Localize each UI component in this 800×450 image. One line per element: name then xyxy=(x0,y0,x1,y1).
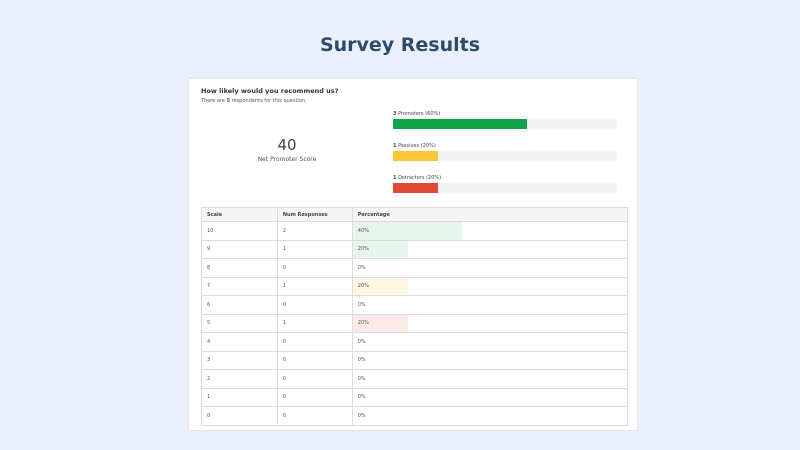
percentage-value: 0% xyxy=(357,301,366,308)
table-row: 2 0 0% xyxy=(201,369,629,389)
table-row: 8 0 0% xyxy=(201,258,629,278)
category-label: 3 Promoters (60%) xyxy=(393,111,617,119)
respondents-suffix: respondents for this question. xyxy=(230,98,307,104)
respondents-count: 5 xyxy=(226,98,231,104)
table-row: 10 2 40% xyxy=(201,221,629,241)
percentage-cell: 0% xyxy=(351,295,629,315)
category-count: 3 xyxy=(393,111,397,117)
results-card: How likely would you recommend us? There… xyxy=(188,78,638,431)
responses-cell: 0 xyxy=(276,387,353,407)
percentage-bar xyxy=(352,240,408,258)
percentage-value: 0% xyxy=(357,412,366,419)
scale-cell: 1 xyxy=(201,387,278,407)
responses-cell: 1 xyxy=(276,313,353,333)
table-header-row: Scale Num Responses Percentage xyxy=(201,207,629,222)
page-title: Survey Results xyxy=(319,34,481,56)
category-bar-track xyxy=(393,151,617,161)
percentage-bar xyxy=(352,222,463,240)
scale-cell: 6 xyxy=(201,295,278,315)
responses-cell: 0 xyxy=(276,350,353,370)
percentage-cell: 0% xyxy=(351,387,629,407)
responses-cell: 0 xyxy=(276,406,353,426)
category-label: 1 Passives (20%) xyxy=(393,143,617,151)
category-passives: 1 Passives (20%) xyxy=(393,143,617,161)
column-header-percentage: Percentage xyxy=(351,207,629,222)
responses-cell: 1 xyxy=(276,276,353,296)
table-row: 9 1 20% xyxy=(201,239,629,259)
percentage-value: 0% xyxy=(357,375,366,382)
responses-cell: 0 xyxy=(276,369,353,389)
scale-cell: 3 xyxy=(201,350,278,370)
table-row: 4 0 0% xyxy=(201,332,629,352)
category-name: Passives (20%) xyxy=(396,143,436,149)
percentage-value: 0% xyxy=(357,357,366,364)
percentage-cell: 0% xyxy=(351,332,629,352)
percentage-value: 20% xyxy=(357,320,369,327)
category-detractors: 1 Detractors (20%) xyxy=(393,175,617,193)
category-bar-track xyxy=(393,183,617,193)
percentage-cell: 0% xyxy=(351,369,629,389)
scale-cell: 4 xyxy=(201,332,278,352)
percentage-cell: 0% xyxy=(351,258,629,278)
scale-cell: 5 xyxy=(201,313,278,333)
category-count: 1 xyxy=(393,175,397,181)
category-label: 1 Detractors (20%) xyxy=(393,175,617,183)
table-row: 5 1 20% xyxy=(201,313,629,333)
scale-cell: 0 xyxy=(201,406,278,426)
category-bar-fill xyxy=(393,119,528,129)
percentage-value: 20% xyxy=(357,246,369,253)
category-name: Promoters (60%) xyxy=(396,111,441,117)
scale-cell: 8 xyxy=(201,258,278,278)
percentage-bar xyxy=(352,277,408,295)
table-row: 7 1 20% xyxy=(201,276,629,296)
responses-cell: 1 xyxy=(276,239,353,259)
percentage-value: 0% xyxy=(357,264,366,271)
table-row: 0 0 0% xyxy=(201,406,629,426)
table-row: 6 0 0% xyxy=(201,295,629,315)
scale-cell: 2 xyxy=(201,369,278,389)
percentage-value: 0% xyxy=(357,338,366,345)
percentage-value: 40% xyxy=(357,227,369,234)
category-bar-fill xyxy=(393,151,438,161)
percentage-value: 0% xyxy=(357,394,366,401)
respondents-note: There are 5 respondents for this questio… xyxy=(201,98,307,104)
category-count: 1 xyxy=(393,143,397,149)
question-text: How likely would you recommend us? xyxy=(201,87,339,95)
percentage-bar xyxy=(352,314,408,332)
respondents-prefix: There are xyxy=(201,98,227,104)
nps-score-label: Net Promoter Score xyxy=(257,156,317,163)
column-header-scale: Scale xyxy=(201,207,278,222)
category-promoters: 3 Promoters (60%) xyxy=(393,111,617,129)
category-bar-fill xyxy=(393,183,438,193)
percentage-cell: 40% xyxy=(351,221,629,241)
percentage-cell: 0% xyxy=(351,350,629,370)
responses-cell: 0 xyxy=(276,332,353,352)
table-row: 1 0 0% xyxy=(201,387,629,407)
table-row: 3 0 0% xyxy=(201,350,629,370)
percentage-cell: 20% xyxy=(351,239,629,259)
responses-cell: 0 xyxy=(276,258,353,278)
scale-cell: 7 xyxy=(201,276,278,296)
responses-cell: 2 xyxy=(276,221,353,241)
column-header-responses: Num Responses xyxy=(276,207,353,222)
percentage-cell: 20% xyxy=(351,276,629,296)
percentage-cell: 0% xyxy=(351,406,629,426)
results-table: Scale Num Responses Percentage 10 2 40% 9 1 2… xyxy=(201,207,629,426)
category-bar-track xyxy=(393,119,617,129)
percentage-value: 20% xyxy=(357,283,369,290)
responses-cell: 0 xyxy=(276,295,353,315)
category-name: Detractors (20%) xyxy=(396,175,442,181)
nps-score-value: 40 xyxy=(277,136,297,154)
scale-cell: 10 xyxy=(201,221,278,241)
scale-cell: 9 xyxy=(201,239,278,259)
percentage-cell: 20% xyxy=(351,313,629,333)
